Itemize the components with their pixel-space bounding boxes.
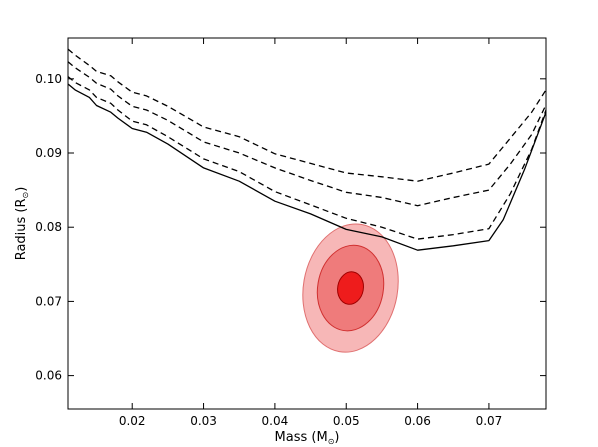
y-tick-label: 0.06 [35, 369, 62, 383]
y-tick-label: 0.09 [35, 146, 62, 160]
x-axis-title: Mass (M⊙) [275, 430, 340, 446]
axis-ticks [68, 38, 546, 409]
y-tick-label: 0.10 [35, 72, 62, 86]
x-tick-label: 0.04 [262, 414, 289, 428]
dashed-track-line-1 [67, 76, 547, 240]
y-tick-label: 0.07 [35, 294, 62, 308]
x-tick-label: 0.07 [476, 414, 503, 428]
x-tick-label: 0.06 [404, 414, 431, 428]
x-tick-label: 0.03 [190, 414, 217, 428]
y-tick-labels: 0.06 0.07 0.08 0.09 0.10 [35, 72, 62, 383]
y-tick-label: 0.08 [35, 220, 62, 234]
x-tick-label: 0.02 [119, 414, 146, 428]
x-tick-labels: 0.02 0.03 0.04 0.05 0.06 0.07 [119, 414, 502, 428]
model-isochrones [67, 48, 547, 251]
x-tick-label: 0.05 [333, 414, 360, 428]
confidence-ellipse-1sigma [337, 271, 364, 305]
dashed-track-line-3 [67, 48, 547, 182]
confidence-ellipses [302, 223, 399, 353]
dashed-track-line-2 [67, 61, 547, 207]
plot-frame [67, 37, 547, 410]
solid-track-line [67, 83, 547, 251]
y-axis-title: Radius (R⊙) [14, 187, 30, 261]
